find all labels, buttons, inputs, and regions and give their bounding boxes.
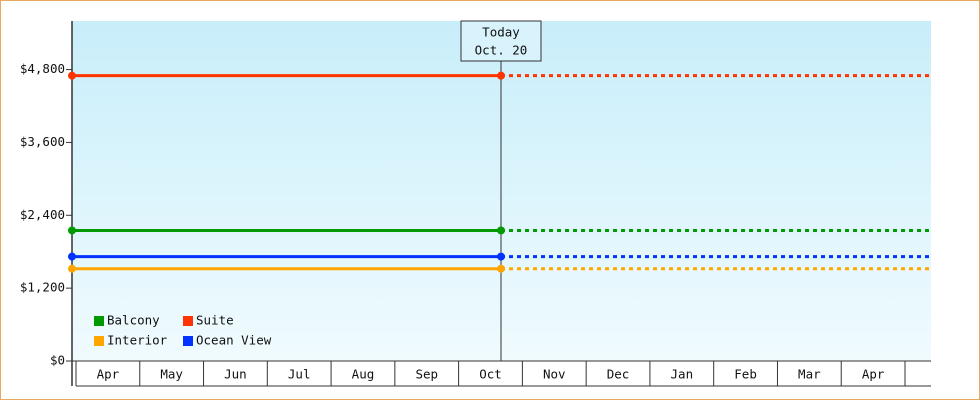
data-point <box>68 252 76 261</box>
x-tick-label: Apr <box>97 367 120 382</box>
x-tick-label: Jun <box>224 367 247 382</box>
data-point <box>68 264 76 273</box>
x-tick-label: Jan <box>671 367 694 382</box>
legend-swatch <box>94 336 104 346</box>
x-tick-label: Jul <box>288 367 311 382</box>
legend-label: Interior <box>107 333 168 348</box>
x-tick-label: Dec <box>607 367 630 382</box>
data-point <box>68 226 76 235</box>
data-point <box>68 71 76 80</box>
x-tick-label: Mar <box>798 367 821 382</box>
data-point <box>497 252 505 261</box>
today-label: Today <box>482 25 520 40</box>
legend-swatch <box>183 316 193 326</box>
y-tick-label: $4,800 <box>20 61 65 76</box>
x-tick-label: Sep <box>415 367 438 382</box>
x-tick-label: Oct <box>479 367 502 382</box>
legend-swatch <box>94 316 104 326</box>
data-point <box>497 71 505 80</box>
legend-label: Suite <box>196 313 234 328</box>
x-tick-label: Feb <box>734 367 757 382</box>
x-tick-label: Apr <box>862 367 885 382</box>
x-tick-label: Aug <box>352 367 375 382</box>
data-point <box>497 226 505 235</box>
y-tick-label: $0 <box>50 353 65 368</box>
y-tick-label: $2,400 <box>20 207 65 222</box>
legend-label: Balcony <box>107 313 160 328</box>
x-tick-label: May <box>160 367 183 382</box>
legend-swatch <box>183 336 193 346</box>
legend-label: Ocean View <box>196 333 272 348</box>
y-tick-label: $1,200 <box>20 280 65 295</box>
today-date: Oct. 20 <box>475 43 528 58</box>
data-point <box>497 264 505 273</box>
x-tick-label: Nov <box>543 367 566 382</box>
today-box <box>460 20 542 62</box>
y-tick-label: $3,600 <box>20 134 65 149</box>
